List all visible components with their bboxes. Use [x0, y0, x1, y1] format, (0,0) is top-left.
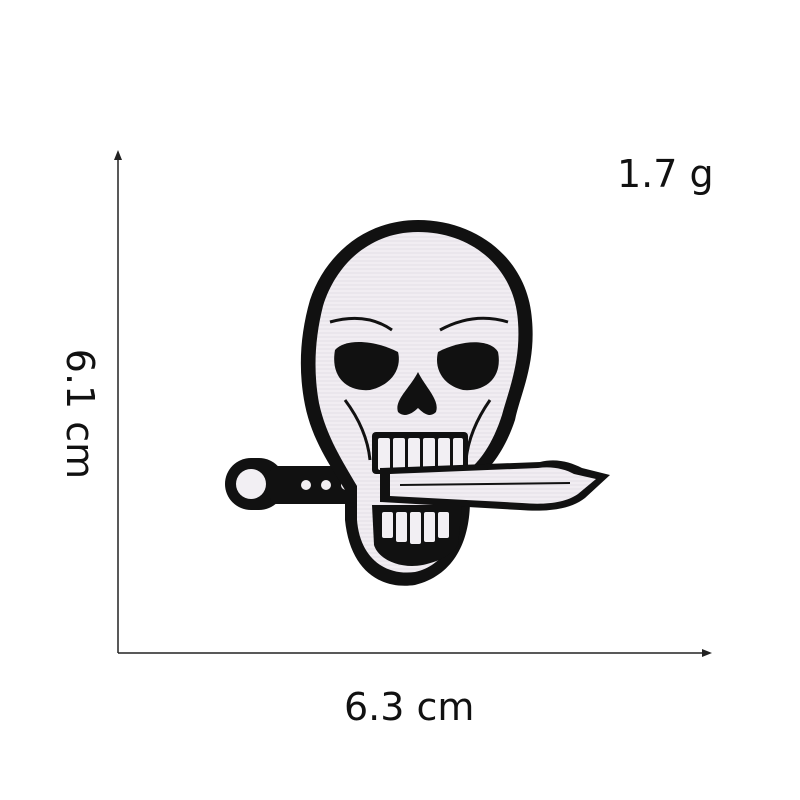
skull-knife-patch-image — [225, 220, 610, 586]
cheek-line-left — [343, 399, 372, 461]
vertical-arrowhead — [114, 150, 122, 160]
right-eye-socket — [437, 342, 499, 391]
brow-line-left — [329, 316, 393, 332]
nose-cavity — [397, 372, 437, 415]
dimension-axes — [114, 150, 712, 657]
lower-jaw — [372, 505, 462, 566]
height-label: 6.1 cm — [58, 348, 102, 480]
upper-teeth — [372, 432, 468, 474]
left-eye-socket — [334, 341, 399, 391]
width-label: 6.3 cm — [344, 685, 475, 729]
brow-line-right — [439, 316, 509, 332]
weight-label: 1.7 g — [617, 152, 714, 196]
knife-blade-face — [390, 467, 596, 504]
horizontal-arrowhead — [702, 649, 712, 657]
